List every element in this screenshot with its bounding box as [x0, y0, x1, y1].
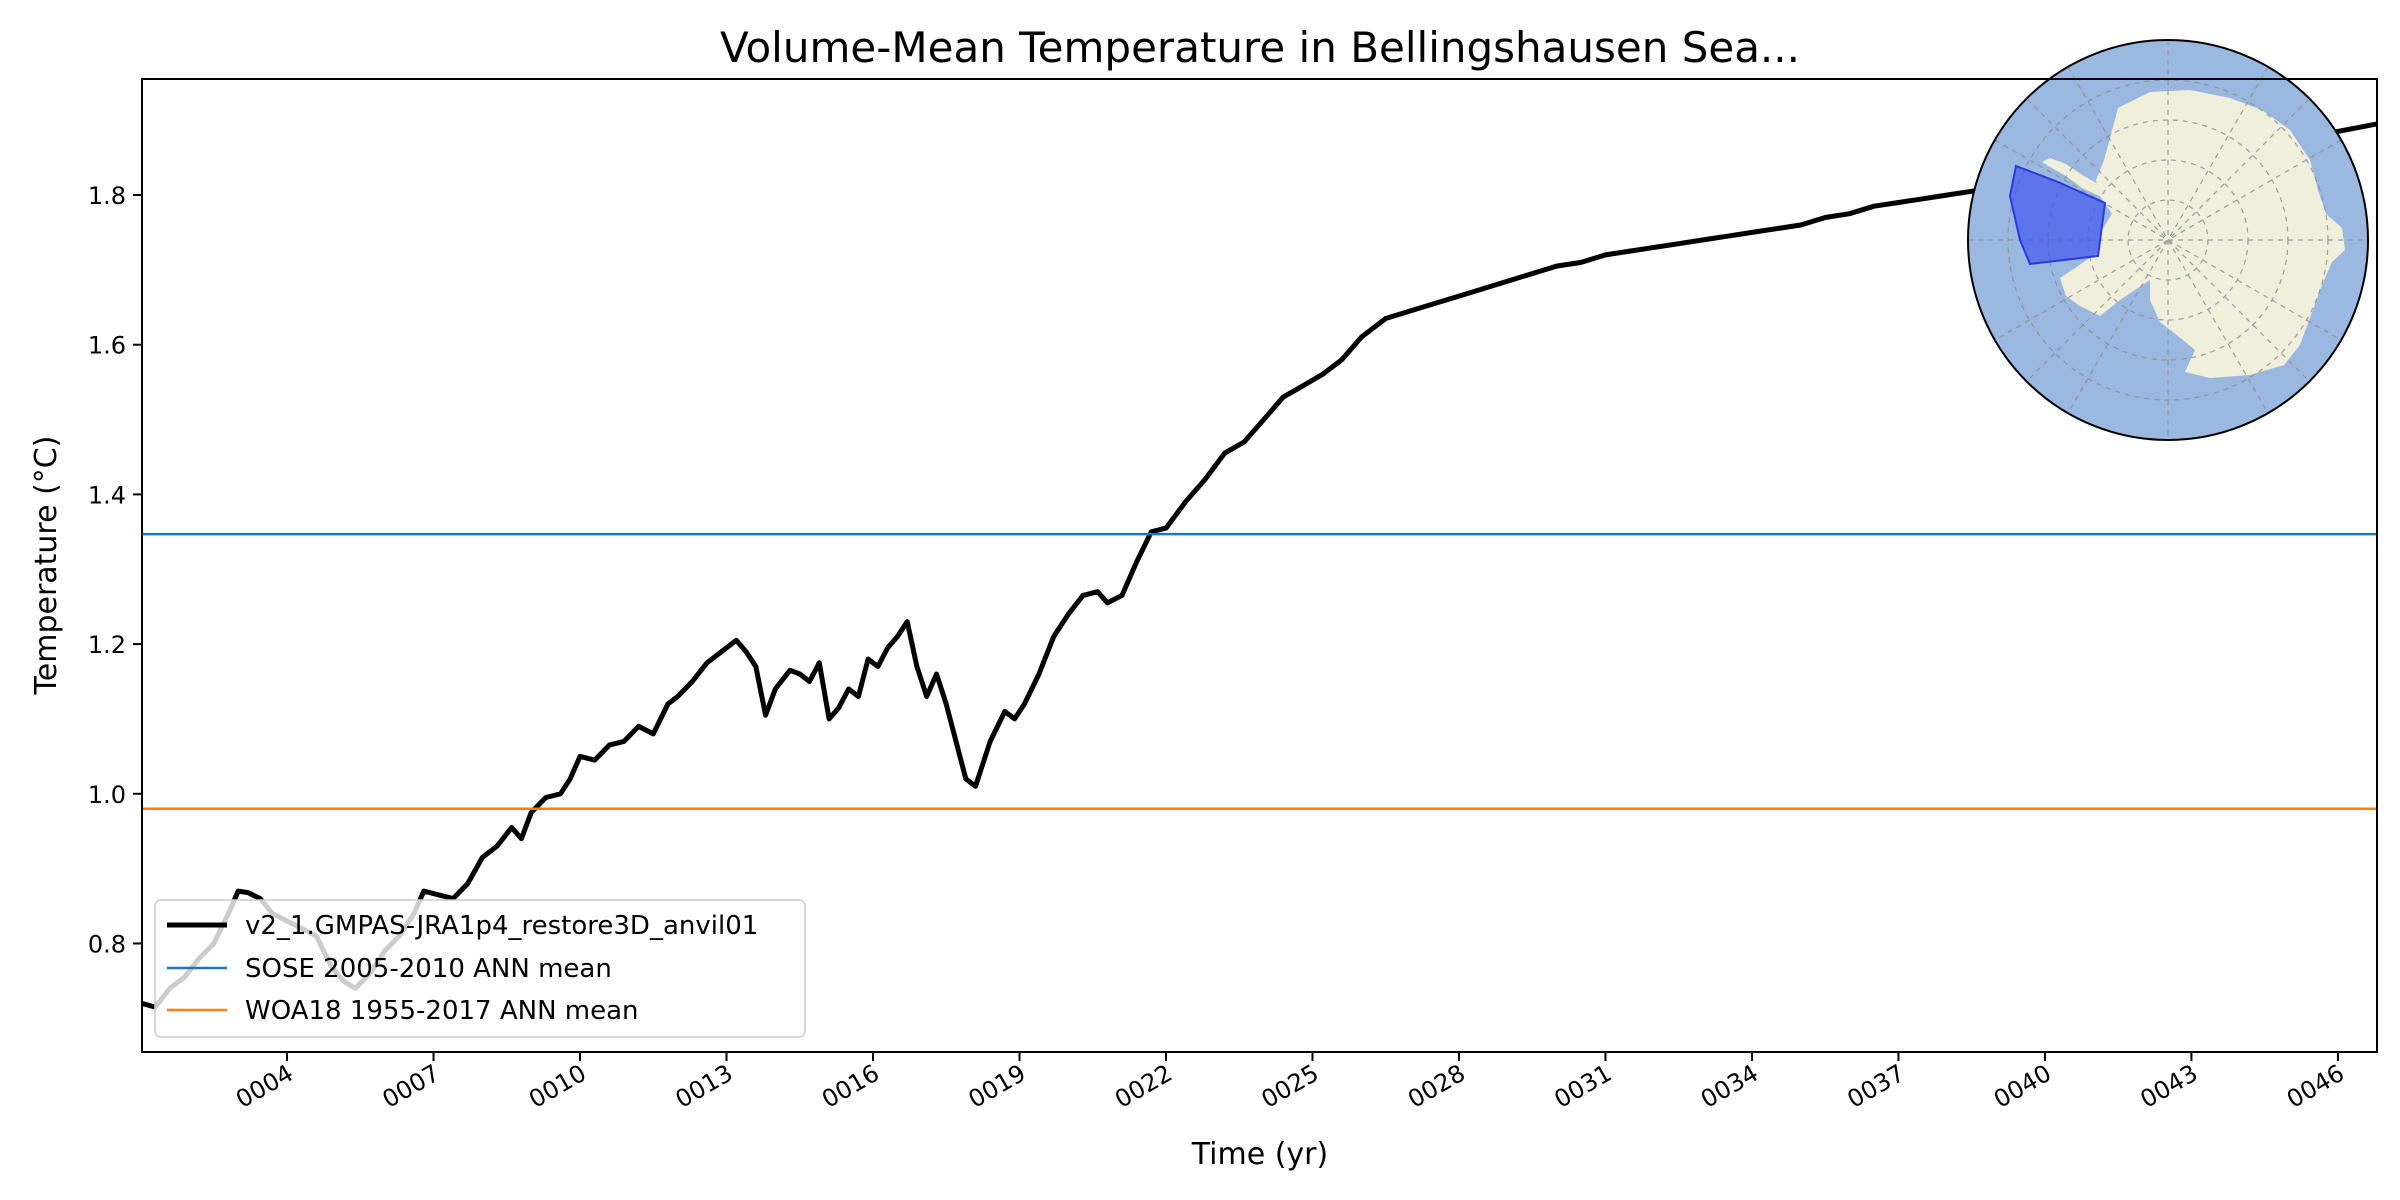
y-axis: 0.8 1.0 1.2 1.4 1.6 1.8	[88, 182, 142, 958]
map-antarctica-land	[2060, 90, 2345, 378]
y-tick-label: 1.0	[88, 781, 126, 809]
y-tick-label: 0.8	[88, 930, 126, 958]
plot-frame	[141, 78, 2378, 1053]
legend-label-sose: SOSE 2005-2010 ANN mean	[245, 954, 612, 984]
series-line-model	[142, 121, 2377, 1010]
y-axis-label: Temperature (°C)	[29, 436, 64, 696]
map-region-bellingshausen	[2008, 164, 2107, 266]
antarctica-map-inset	[1967, 39, 2369, 441]
map-outline	[1967, 39, 2369, 441]
legend-label-model: v2_1.GMPAS-JRA1p4_restore3D_anvil01	[245, 911, 758, 941]
chart-title: Volume-Mean Temperature in Bellingshause…	[720, 23, 1800, 72]
y-tick-label: 1.6	[88, 332, 126, 360]
y-tick-label: 1.2	[88, 631, 126, 659]
legend: v2_1.GMPAS-JRA1p4_restore3D_anvil01 SOSE…	[154, 899, 806, 1038]
series-layer	[142, 121, 2377, 1010]
legend-label-woa18: WOA18 1955-2017 ANN mean	[245, 996, 639, 1026]
map-peninsula-land	[2042, 158, 2100, 196]
y-tick-label: 1.8	[88, 182, 126, 210]
legend-box	[154, 899, 806, 1038]
x-axis-label: Time (yr)	[1191, 1137, 1328, 1172]
y-tick-label: 1.4	[88, 481, 126, 509]
